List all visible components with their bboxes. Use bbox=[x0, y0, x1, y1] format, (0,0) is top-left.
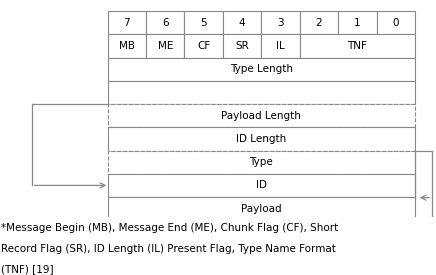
Text: (TNF) [19]: (TNF) [19] bbox=[1, 264, 54, 274]
Bar bbox=[108, 81, 415, 104]
Bar bbox=[108, 57, 415, 81]
Text: ME: ME bbox=[157, 41, 173, 51]
Text: Payload: Payload bbox=[241, 204, 282, 214]
Bar bbox=[338, 11, 377, 34]
Text: Type Length: Type Length bbox=[230, 64, 293, 74]
Bar bbox=[108, 34, 146, 57]
Bar bbox=[108, 197, 415, 220]
Text: CF: CF bbox=[197, 41, 210, 51]
Text: TNF: TNF bbox=[347, 41, 368, 51]
Text: Record Flag (SR), ID Length (IL) Present Flag, Type Name Format: Record Flag (SR), ID Length (IL) Present… bbox=[1, 244, 336, 254]
Bar bbox=[184, 34, 223, 57]
Text: ID Length: ID Length bbox=[236, 134, 286, 144]
Text: 4: 4 bbox=[239, 18, 245, 28]
Text: 0: 0 bbox=[393, 18, 399, 28]
Text: 7: 7 bbox=[123, 18, 130, 28]
Text: SR: SR bbox=[235, 41, 249, 51]
Text: 1: 1 bbox=[354, 18, 361, 28]
Bar bbox=[108, 174, 415, 197]
Text: Type: Type bbox=[249, 157, 273, 167]
Bar bbox=[377, 11, 415, 34]
Bar bbox=[108, 104, 415, 127]
Bar bbox=[261, 34, 300, 57]
Text: MB: MB bbox=[119, 41, 135, 51]
Bar bbox=[108, 127, 415, 150]
Text: *Message Begin (MB), Message End (ME), Chunk Flag (CF), Short: *Message Begin (MB), Message End (ME), C… bbox=[1, 224, 339, 233]
Text: 5: 5 bbox=[200, 18, 207, 28]
Bar bbox=[223, 34, 261, 57]
Bar bbox=[261, 11, 300, 34]
Bar bbox=[223, 11, 261, 34]
Text: 2: 2 bbox=[316, 18, 322, 28]
Bar bbox=[108, 11, 146, 34]
Text: ID: ID bbox=[256, 180, 267, 190]
Bar bbox=[300, 34, 415, 57]
Bar bbox=[146, 34, 184, 57]
Text: Payload Length: Payload Length bbox=[221, 111, 301, 121]
Bar bbox=[146, 11, 184, 34]
Bar bbox=[184, 11, 223, 34]
Bar bbox=[108, 150, 415, 174]
Text: IL: IL bbox=[276, 41, 285, 51]
Bar bbox=[300, 11, 338, 34]
Text: 6: 6 bbox=[162, 18, 168, 28]
Text: 3: 3 bbox=[277, 18, 284, 28]
